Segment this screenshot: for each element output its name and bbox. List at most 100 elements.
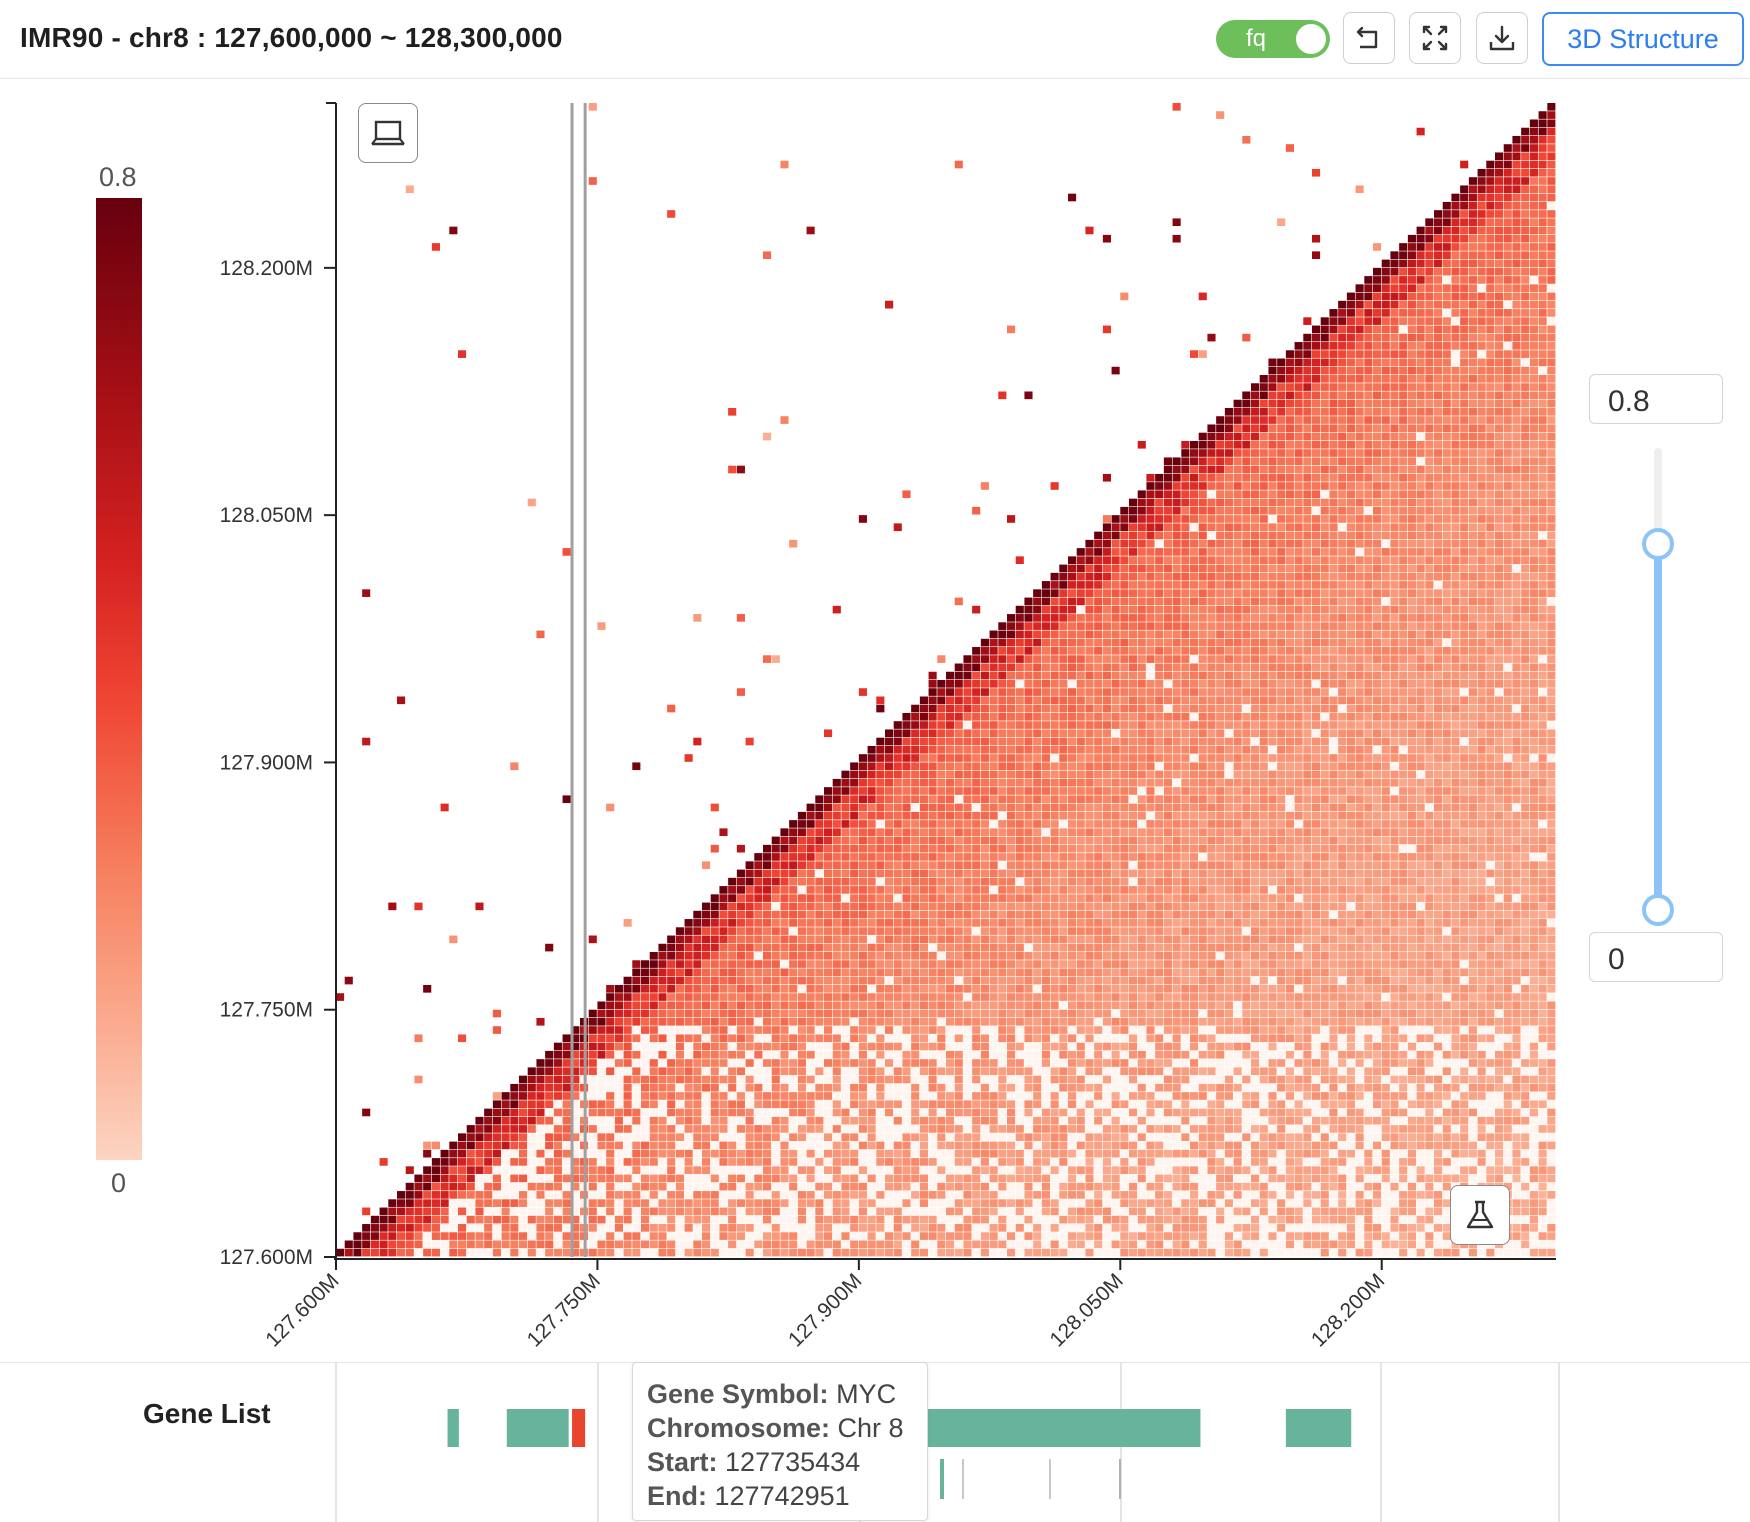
heatmap-cell	[763, 1232, 772, 1240]
heatmap-cell	[1521, 1092, 1530, 1100]
heatmap-cell	[1547, 1017, 1556, 1026]
heatmap-cell	[1102, 1232, 1111, 1240]
heatmap-cell	[684, 935, 693, 944]
heatmap-cell	[1338, 968, 1347, 977]
heatmap-cell	[1076, 1199, 1085, 1207]
heatmap-cell	[702, 1199, 711, 1207]
heatmap-cell	[876, 1166, 885, 1174]
heatmap-cell	[1399, 1141, 1408, 1150]
heatmap-cell	[1251, 943, 1260, 952]
heatmap-cell	[1033, 1182, 1042, 1191]
heatmap-cell	[641, 1141, 650, 1150]
heatmap-cell	[1050, 1149, 1059, 1158]
heatmap-cell	[1468, 984, 1477, 993]
heatmap-cell	[423, 1232, 432, 1240]
heatmap-cell	[693, 984, 702, 993]
fq-toggle[interactable]: fq	[1216, 20, 1330, 58]
download-button[interactable]	[1476, 12, 1528, 64]
heatmap-cell	[1294, 1026, 1303, 1034]
heatmap-cell	[1059, 910, 1068, 919]
heatmap-cell	[1521, 1108, 1530, 1117]
heatmap-cell	[1068, 919, 1077, 927]
heatmap-cell	[1468, 1158, 1477, 1166]
heatmap-cell	[806, 1001, 815, 1010]
heatmap-cell	[1015, 976, 1024, 985]
heatmap-cell	[1163, 1050, 1172, 1059]
3d-structure-button[interactable]: 3D Structure	[1542, 12, 1744, 66]
heatmap-cell	[1120, 1125, 1129, 1133]
heatmap-cell	[1312, 943, 1321, 952]
heatmap-cell	[832, 1092, 841, 1100]
heatmap-cell	[815, 1232, 824, 1240]
undo-button[interactable]	[1343, 12, 1395, 64]
fullscreen-button[interactable]	[1409, 12, 1461, 64]
heatmap-cell	[1477, 1059, 1486, 1067]
heatmap-cell	[1068, 943, 1077, 952]
heatmap-cell	[1242, 1191, 1251, 1199]
heatmap-cell	[1233, 993, 1242, 1001]
heatmap-cell	[1163, 1034, 1172, 1043]
heatmap-cell	[1076, 1215, 1085, 1224]
heatmap-cell	[1024, 1133, 1033, 1141]
heatmap-cell	[1285, 1240, 1294, 1249]
heatmap-cell	[1512, 927, 1521, 935]
heatmap-cell	[1007, 1166, 1016, 1174]
heatmap-cell	[1207, 1026, 1216, 1034]
heatmap-cell	[1355, 1067, 1364, 1076]
heatmap-cell	[1216, 1166, 1225, 1174]
heatmap-cell	[1312, 1001, 1321, 1010]
heatmap-cell	[1468, 1166, 1477, 1174]
heatmap-cell	[1346, 1174, 1355, 1183]
heatmap-cell	[850, 1215, 859, 1224]
heatmap-cell	[1007, 1108, 1016, 1117]
heatmap-cell	[1033, 968, 1042, 977]
heatmap-cell	[832, 1199, 841, 1207]
heatmap-cell	[989, 1009, 998, 1018]
contact-heatmap[interactable]: 128.200M128.050M127.900M127.750M127.600M…	[0, 0, 1750, 1362]
heatmap-cell	[815, 1182, 824, 1191]
heatmap-cell	[998, 1017, 1007, 1026]
heatmap-cell	[1242, 1215, 1251, 1224]
heatmap-cell	[397, 1232, 406, 1240]
heatmap-cell	[885, 1083, 894, 1092]
heatmap-cell	[824, 1149, 833, 1158]
heatmap-cell	[832, 993, 841, 1001]
heatmap-cell	[545, 1116, 554, 1125]
heatmap-cell	[1442, 943, 1451, 952]
heatmap-cell	[1320, 927, 1329, 935]
heatmap-cell	[954, 1133, 963, 1141]
heatmap-cell	[1024, 927, 1033, 935]
heatmap-cell	[1111, 1199, 1120, 1207]
heatmap-cell	[1294, 976, 1303, 985]
heatmap-cell	[893, 1207, 902, 1216]
heatmap-cell	[623, 1240, 632, 1249]
heatmap-cell	[1094, 1166, 1103, 1174]
heatmap-cell	[1538, 1240, 1547, 1249]
heatmap-cell	[649, 1075, 658, 1084]
heatmap-cell	[1364, 960, 1373, 968]
heatmap-cell	[693, 1240, 702, 1249]
heatmap-cell	[1085, 1133, 1094, 1141]
heatmap-cell	[1364, 1141, 1373, 1150]
heatmap-cell	[893, 1083, 902, 1092]
heatmap-cell	[824, 1248, 833, 1257]
heatmap-cell	[1224, 1158, 1233, 1166]
heatmap-cell	[1172, 935, 1181, 944]
heatmap-cell	[431, 1191, 440, 1199]
heatmap-cell	[937, 1207, 946, 1216]
heatmap-cell	[867, 927, 876, 935]
heatmap-cell	[919, 1034, 928, 1043]
heatmap-cell	[876, 1158, 885, 1166]
heatmap-cell	[1024, 919, 1033, 927]
heatmap-cell	[1216, 1083, 1225, 1092]
heatmap-cell	[1233, 1182, 1242, 1191]
heatmap-cell	[1477, 943, 1486, 952]
heatmap-cell	[797, 1191, 806, 1199]
heatmap-cell	[972, 1067, 981, 1076]
heatmap-cell	[649, 952, 658, 960]
heatmap-cell	[1486, 1141, 1495, 1150]
heatmap-cell	[1251, 1199, 1260, 1207]
heatmap-cell	[1425, 993, 1434, 1001]
heatmap-cell	[1059, 960, 1068, 968]
heatmap-cell	[1242, 1092, 1251, 1100]
